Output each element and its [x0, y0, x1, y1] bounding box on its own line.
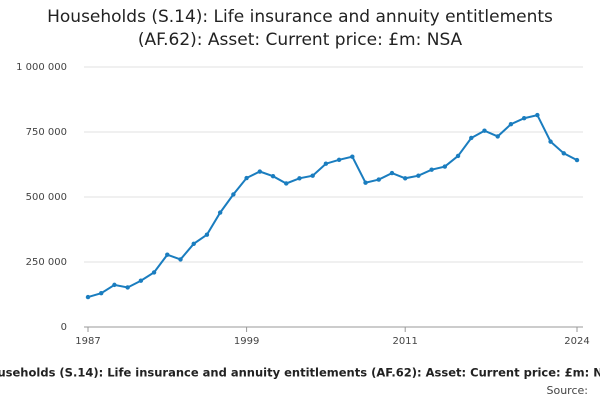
point [125, 285, 130, 290]
point [323, 161, 329, 166]
y-tick-label: 250 000 [26, 257, 67, 268]
caption: Households (S.14): Life insurance and an… [0, 366, 600, 380]
point [495, 134, 500, 139]
point [112, 282, 117, 288]
point [99, 291, 104, 296]
point [429, 167, 434, 172]
x-tick-label: 1999 [234, 336, 259, 347]
point [442, 164, 448, 169]
point [165, 252, 170, 257]
point [85, 294, 91, 300]
point [574, 157, 580, 163]
point [402, 176, 408, 181]
point [548, 139, 553, 144]
point [469, 135, 474, 141]
point [535, 112, 540, 118]
point [310, 173, 315, 178]
point [270, 174, 276, 179]
point [191, 241, 196, 246]
point [416, 173, 421, 178]
point [482, 128, 487, 133]
point [138, 278, 144, 283]
point [151, 270, 157, 275]
y-tick-label: 0 [61, 322, 67, 333]
y-tick-label: 500 000 [26, 192, 67, 203]
point [561, 151, 566, 156]
point [363, 180, 368, 185]
point [257, 169, 263, 174]
line [87, 113, 578, 299]
chart-title: Households (S.14): Life insurance and an… [47, 7, 553, 50]
point [178, 257, 183, 262]
point [336, 157, 342, 163]
point [389, 170, 395, 176]
point [231, 192, 236, 197]
point [244, 175, 249, 181]
source: Source: [547, 384, 589, 397]
x-tick-label: 1987 [75, 336, 100, 347]
point [376, 177, 381, 182]
x-tick-label: 2011 [392, 336, 417, 347]
y-tick-label: 1 000 000 [16, 62, 67, 73]
point [284, 181, 289, 186]
point [297, 176, 302, 181]
point [350, 154, 355, 159]
y-tick-label: 750 000 [26, 127, 67, 138]
point [217, 210, 223, 215]
point [521, 116, 527, 121]
x-tick-label: 2024 [564, 336, 589, 347]
point [204, 232, 210, 237]
point [508, 122, 514, 127]
point [455, 153, 461, 159]
